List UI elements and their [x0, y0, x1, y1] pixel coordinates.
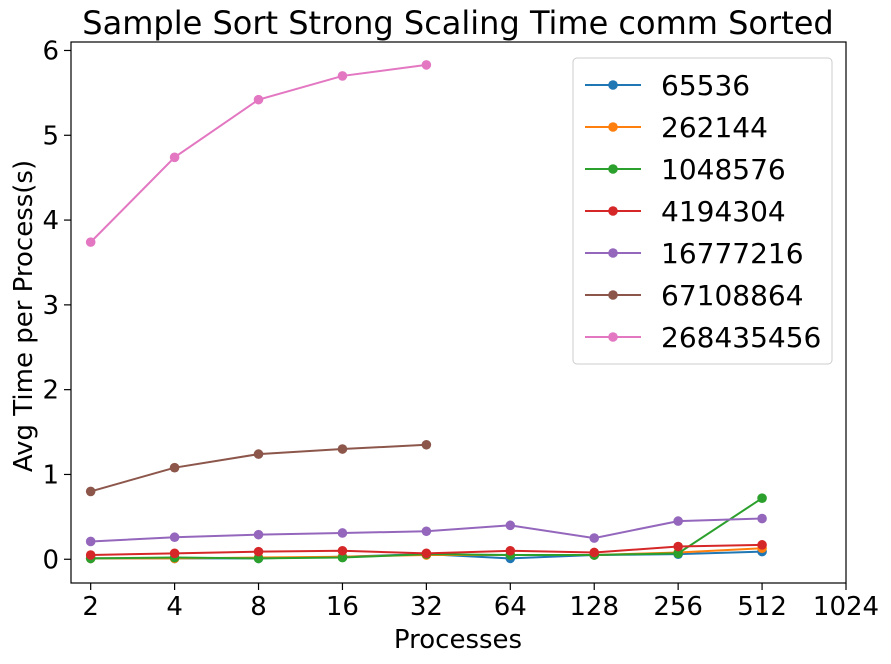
data-point [85, 550, 96, 560]
data-point [673, 548, 683, 559]
legend-swatch-marker [608, 206, 618, 216]
y-tick-label: 4 [42, 206, 59, 236]
y-axis-label: Avg Time per Process(s) [9, 160, 39, 472]
data-point [505, 545, 516, 556]
series-16777216 [85, 513, 767, 547]
data-point [757, 540, 767, 550]
data-point [673, 541, 683, 552]
data-point [589, 547, 600, 558]
y-axis: 0 1 2 3 4 5 6 [42, 36, 71, 575]
data-point [169, 152, 180, 163]
legend-item: 67108864 [585, 279, 804, 312]
chart-title: Sample Sort Strong Scaling Time comm Sor… [82, 4, 833, 42]
data-point [169, 548, 180, 559]
x-tick-label: 128 [569, 592, 619, 622]
data-point [421, 548, 432, 559]
data-point [85, 536, 96, 547]
x-tick-label: 1024 [813, 592, 879, 622]
data-point [253, 449, 264, 459]
data-point [169, 462, 180, 473]
series-67108864 [85, 439, 432, 497]
x-axis: 2 4 8 16 32 64 128 256 512 1024 [82, 583, 879, 622]
y-tick-label: 3 [42, 291, 59, 321]
data-point [253, 94, 264, 105]
x-tick-label: 4 [166, 592, 183, 622]
x-tick-label: 64 [494, 592, 527, 622]
data-point [253, 553, 264, 564]
legend-label: 1048576 [661, 153, 786, 186]
legend-swatch-marker [608, 290, 618, 300]
x-axis-label: Processes [394, 625, 522, 655]
legend-swatch-marker [608, 122, 618, 132]
series-268435456 [85, 60, 432, 247]
data-point [253, 529, 264, 540]
legend-label: 16777216 [661, 237, 804, 270]
x-tick-label: 512 [737, 592, 787, 622]
x-tick-label: 16 [326, 592, 359, 622]
data-point [337, 528, 348, 538]
y-tick-label: 1 [42, 460, 59, 490]
data-point [757, 493, 767, 504]
data-point [253, 546, 264, 557]
legend-item: 4194304 [585, 195, 786, 228]
y-tick-label: 2 [42, 376, 59, 406]
data-point [169, 532, 180, 543]
data-point [421, 526, 432, 537]
legend: 65536 262144 1048576 4194304 16777216 6710886… [572, 57, 833, 365]
legend-item: 65536 [585, 69, 750, 102]
legend-item: 1048576 [585, 153, 786, 186]
data-point [421, 60, 432, 70]
legend-item: 268435456 [585, 321, 821, 354]
legend-label: 65536 [661, 69, 750, 102]
data-point [589, 533, 600, 543]
y-tick-label: 5 [42, 121, 59, 151]
data-point [337, 444, 348, 454]
x-tick-label: 8 [250, 592, 267, 622]
legend-swatch-marker [608, 80, 618, 90]
legend-label: 262144 [661, 111, 768, 144]
legend-box [572, 57, 833, 365]
data-point [337, 71, 348, 81]
legend-label: 67108864 [661, 279, 804, 312]
data-point [505, 520, 516, 531]
data-point [337, 545, 348, 556]
y-tick-label: 0 [42, 545, 59, 575]
legend-item: 262144 [585, 111, 768, 144]
legend-swatch-marker [608, 332, 618, 342]
x-tick-label: 32 [410, 592, 443, 622]
plot-frame [70, 41, 847, 584]
data-point [757, 513, 767, 524]
data-point [421, 439, 432, 450]
data-point [85, 237, 96, 247]
x-tick-label: 256 [653, 592, 703, 622]
data-point [85, 486, 96, 497]
legend-swatch-marker [608, 248, 618, 258]
x-tick-label: 2 [82, 592, 99, 622]
series-4194304 [85, 540, 767, 560]
series-line [89, 63, 427, 243]
legend-item: 16777216 [585, 237, 804, 270]
legend-swatch-marker [608, 164, 618, 174]
plot-marks [85, 60, 767, 564]
data-point [673, 516, 683, 526]
legend-label: 4194304 [661, 195, 786, 228]
data-point [337, 552, 348, 563]
y-tick-label: 6 [42, 36, 59, 66]
legend-label: 268435456 [661, 321, 821, 354]
